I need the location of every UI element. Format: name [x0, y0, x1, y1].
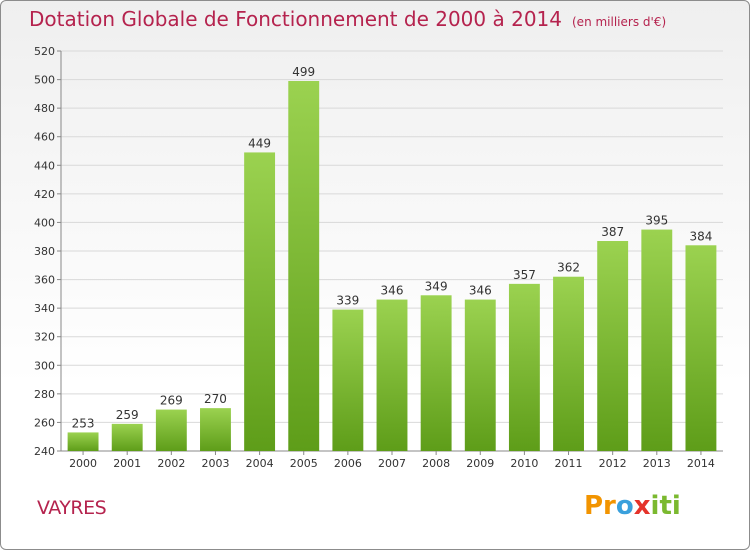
- x-tick-label: 2010: [510, 457, 538, 470]
- y-tick-label: 300: [34, 359, 55, 372]
- bar-2014: [685, 245, 717, 451]
- bar-2003: [200, 408, 231, 451]
- bar-2013: [641, 229, 673, 451]
- bar-value-label: 346: [469, 284, 492, 298]
- bar-value-label: 349: [425, 279, 448, 293]
- y-tick-label: 520: [34, 45, 55, 58]
- bar-value-label: 253: [72, 416, 95, 430]
- bar-2005: [288, 81, 320, 451]
- y-tick-label: 320: [34, 331, 55, 344]
- bar-2000: [67, 432, 99, 451]
- commune-name: VAYRES: [37, 497, 107, 519]
- y-tick-label: 340: [34, 302, 55, 315]
- bar-value-label: 384: [689, 229, 712, 243]
- logo-part-2: o: [615, 491, 634, 521]
- bar-2011: [553, 276, 584, 451]
- y-tick-label: 440: [34, 159, 55, 172]
- x-tick-label: 2002: [157, 457, 185, 470]
- bar-value-label: 362: [557, 261, 580, 275]
- bar-value-label: 259: [116, 408, 139, 422]
- x-tick-label: 2007: [378, 457, 406, 470]
- bar-value-label: 270: [204, 392, 227, 406]
- proxiti-logo: Proxiti: [584, 491, 681, 521]
- y-tick-label: 480: [34, 102, 55, 115]
- y-tick-label: 420: [34, 188, 55, 201]
- x-tick-label: 2000: [69, 457, 97, 470]
- bar-value-label: 387: [601, 225, 624, 239]
- x-axis-ticks: 2000 2001 2002 2003 2004 2005 2006 2007 2008 2009…: [69, 451, 715, 470]
- bar-2012: [597, 241, 629, 451]
- x-tick-label: 2001: [113, 457, 141, 470]
- y-tick-label: 380: [34, 245, 55, 258]
- x-tick-label: 2013: [643, 457, 671, 470]
- x-tick-label: 2014: [687, 457, 715, 470]
- y-tick-label: 280: [34, 388, 55, 401]
- bar-2007: [376, 299, 408, 451]
- bar-2009: [464, 299, 496, 451]
- bar-value-label: 346: [381, 284, 404, 298]
- bar-2001: [111, 423, 143, 451]
- y-axis-ticks: 240 260 280 300 320 340 360 380 400 420 440 460 480 5…: [34, 45, 61, 458]
- x-tick-label: 2006: [334, 457, 362, 470]
- y-tick-label: 360: [34, 274, 55, 287]
- bar-2010: [508, 283, 540, 451]
- bar-value-label: 499: [292, 65, 315, 79]
- bar-2006: [332, 309, 364, 451]
- chart-title: Dotation Globale de Fonctionnement de 20…: [29, 7, 666, 31]
- bar-value-label: 395: [645, 214, 668, 228]
- x-tick-label: 2005: [290, 457, 318, 470]
- chart-unit: (en milliers d'€): [572, 15, 667, 29]
- y-tick-label: 240: [34, 445, 55, 458]
- logo-part-1: Pr: [584, 491, 616, 521]
- x-tick-label: 2011: [555, 457, 583, 470]
- x-tick-label: 2003: [201, 457, 229, 470]
- x-tick-label: 2009: [466, 457, 494, 470]
- x-tick-label: 2012: [599, 457, 627, 470]
- bar-2002: [155, 409, 187, 451]
- bars: [67, 81, 717, 451]
- bar-value-label: 357: [513, 268, 536, 282]
- x-tick-label: 2008: [422, 457, 450, 470]
- x-tick-label: 2004: [246, 457, 274, 470]
- bar-value-label: 269: [160, 394, 183, 408]
- bar-value-label: 339: [336, 294, 359, 308]
- bar-value-label: 449: [248, 136, 271, 150]
- data-labels: 253 259 269 270 449 499 339 346 349 346 357 362 387 3…: [72, 65, 713, 430]
- bar-2004: [244, 152, 276, 451]
- chart-title-text: Dotation Globale de Fonctionnement de 20…: [29, 7, 562, 31]
- logo-part-3: x: [633, 491, 651, 521]
- y-tick-label: 460: [34, 131, 55, 144]
- bar-2008: [420, 295, 452, 451]
- y-tick-label: 400: [34, 216, 55, 229]
- y-tick-label: 500: [34, 74, 55, 87]
- y-tick-label: 260: [34, 416, 55, 429]
- logo-part-4: iti: [650, 491, 681, 521]
